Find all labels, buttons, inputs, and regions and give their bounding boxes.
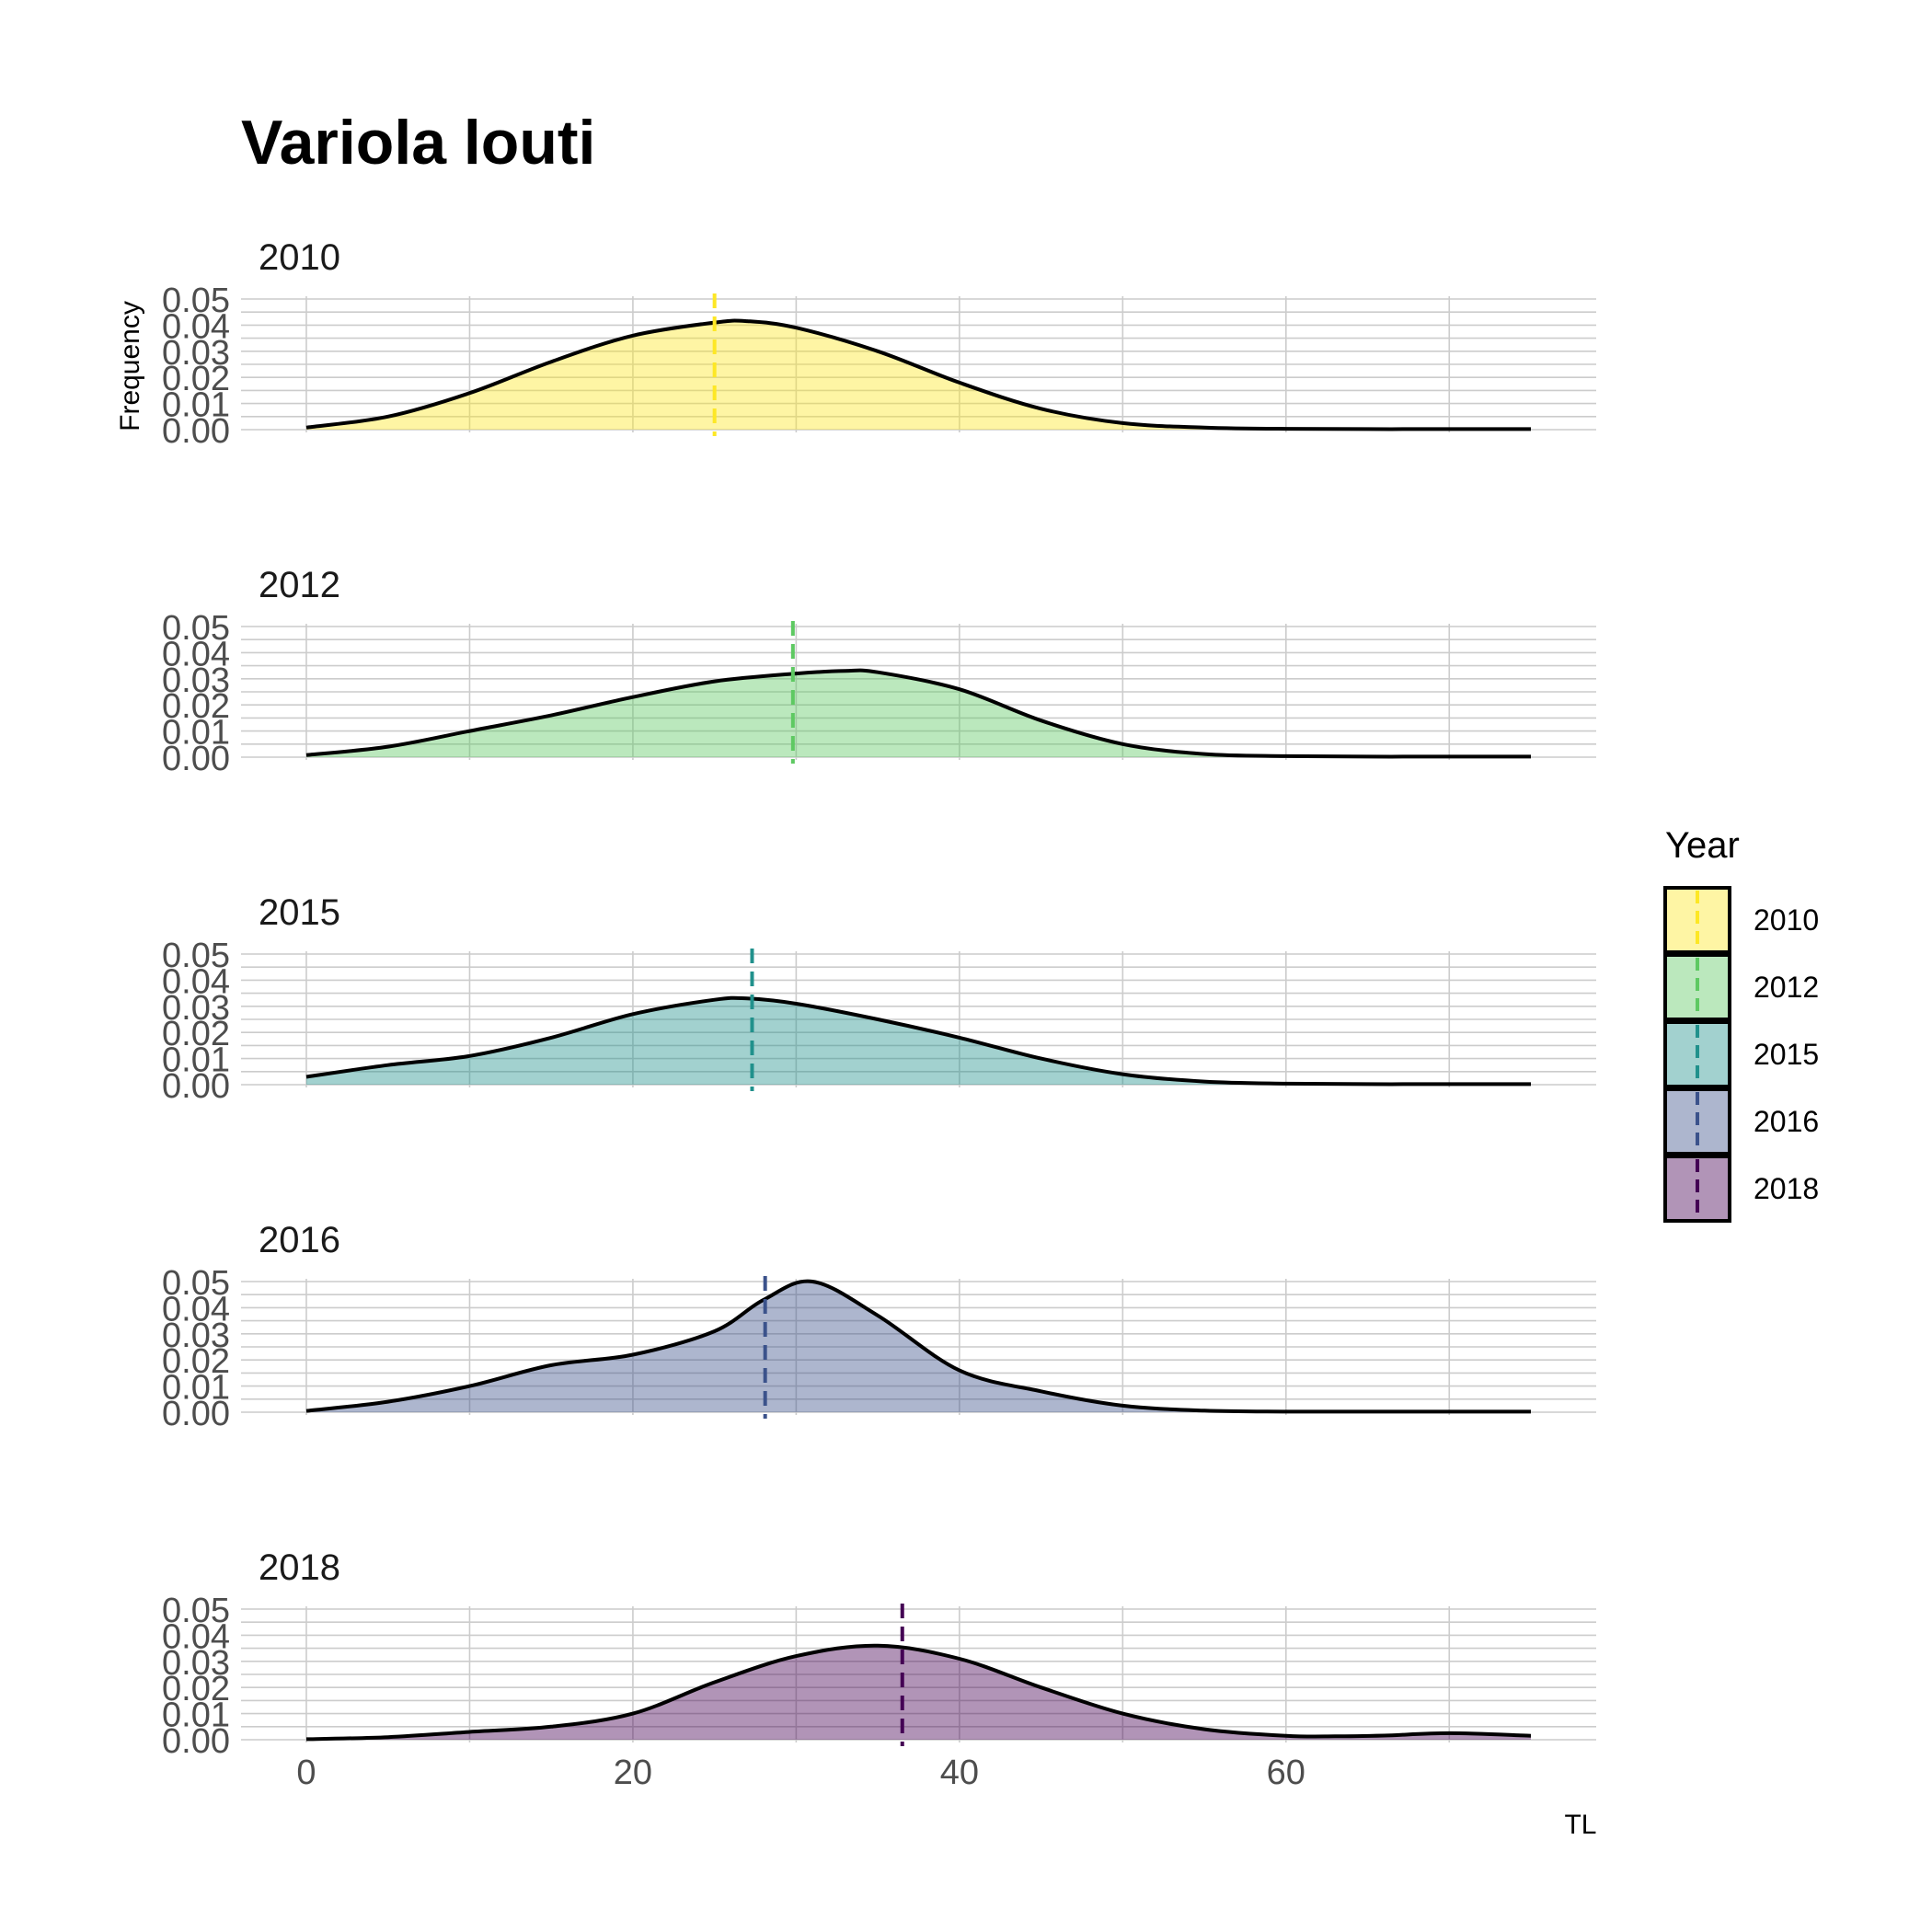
y-tick-label: 0.04: [162, 635, 230, 673]
legend-items: 2010 2012 2015 2016 2018: [1663, 886, 1819, 1223]
y-tick-label: 0.05: [162, 1592, 230, 1630]
y-tick-label: 0.05: [162, 282, 230, 320]
y-tick-label: 0.04: [162, 1290, 230, 1328]
y-tick-label: 0.02: [162, 1670, 230, 1708]
y-tick-label: 0.05: [162, 937, 230, 975]
y-tick-label: 0.02: [162, 360, 230, 398]
x-tick-label: 0: [296, 1754, 316, 1792]
density-line-2018: [305, 1643, 1532, 1742]
y-tick-label: 0.00: [162, 1722, 230, 1761]
legend-title: Year: [1665, 825, 1740, 866]
y-tick-label: 0.02: [162, 687, 230, 726]
legend-label: 2010: [1754, 903, 1819, 937]
y-tick-label: 0.04: [162, 307, 230, 346]
density-area-2018: [306, 1645, 1531, 1740]
y-tick-label: 0.01: [162, 1041, 230, 1080]
y-tick-label: 0.00: [162, 740, 230, 778]
y-tick-label: 0.00: [162, 412, 230, 451]
legend-item-2018: 2018: [1663, 1155, 1819, 1223]
density-line-2012: [305, 668, 1531, 759]
y-tick-label: 0.03: [162, 1644, 230, 1683]
y-tick-label: 0.05: [162, 1264, 230, 1303]
y-tick-label: 0.04: [162, 1617, 230, 1656]
facet-panel-2015: 2015 0.000.010.020.030.040.05: [162, 892, 1596, 1106]
y-tick-label: 0.01: [162, 386, 230, 425]
facet-title: 2012: [259, 565, 340, 605]
facet-title: 2018: [259, 1547, 340, 1588]
y-tick-label: 0.01: [162, 1369, 230, 1408]
x-axis-label: TL: [1564, 1810, 1596, 1840]
legend-item-2010: 2010: [1663, 886, 1819, 954]
density-line-2016: [305, 1279, 1531, 1414]
x-tick-label: 20: [614, 1754, 652, 1792]
legend-label: 2018: [1754, 1172, 1819, 1205]
legend-item-2012: 2012: [1663, 953, 1819, 1021]
y-tick-label: 0.01: [162, 1696, 230, 1735]
legend-item-2016: 2016: [1663, 1087, 1819, 1156]
y-tick-label: 0.03: [162, 334, 230, 373]
y-tick-label: 0.02: [162, 1342, 230, 1381]
facet-panel-2010: 2010 0.000.010.020.030.040.05: [162, 237, 1596, 451]
x-axis: 0 20 40 60: [296, 1754, 1305, 1792]
legend-item-2015: 2015: [1663, 1020, 1819, 1088]
legend: Year 2010 2012 2015 2016 2018: [1663, 825, 1819, 1223]
facet-title: 2016: [259, 1220, 340, 1260]
y-tick-label: 0.03: [162, 989, 230, 1028]
legend-label: 2012: [1754, 971, 1819, 1004]
y-tick-label: 0.01: [162, 714, 230, 753]
facet-panels: 20100.000.010.020.030.040.0520120.000.01…: [162, 237, 1596, 1761]
y-tick-label: 0.04: [162, 962, 230, 1001]
density-line-2015: [305, 995, 1531, 1087]
y-tick-label: 0.05: [162, 609, 230, 648]
y-tick-label: 0.03: [162, 661, 230, 700]
y-tick-label: 0.02: [162, 1015, 230, 1053]
density-area-2010: [306, 320, 1531, 430]
legend-label: 2015: [1754, 1038, 1819, 1071]
density-line-2010: [305, 318, 1531, 431]
facet-panel-2012: 2012 0.000.010.020.030.040.05: [162, 565, 1596, 778]
y-axis-label: Frequency: [115, 301, 145, 431]
facet-panel-2018: 2018 0.000.010.020.030.040.05: [162, 1547, 1596, 1761]
legend-label: 2016: [1754, 1105, 1819, 1138]
facet-panel-2016: 2016 0.000.010.020.030.040.05: [162, 1220, 1596, 1433]
y-tick-label: 0.00: [162, 1067, 230, 1106]
facet-title: 2015: [259, 892, 340, 933]
y-tick-label: 0.03: [162, 1317, 230, 1355]
density-area-2012: [306, 670, 1531, 757]
y-tick-label: 0.00: [162, 1395, 230, 1433]
x-tick-label: 40: [940, 1754, 979, 1792]
x-tick-label: 60: [1267, 1754, 1305, 1792]
facet-title: 2010: [259, 237, 340, 278]
chart-title: Variola louti: [241, 108, 595, 178]
